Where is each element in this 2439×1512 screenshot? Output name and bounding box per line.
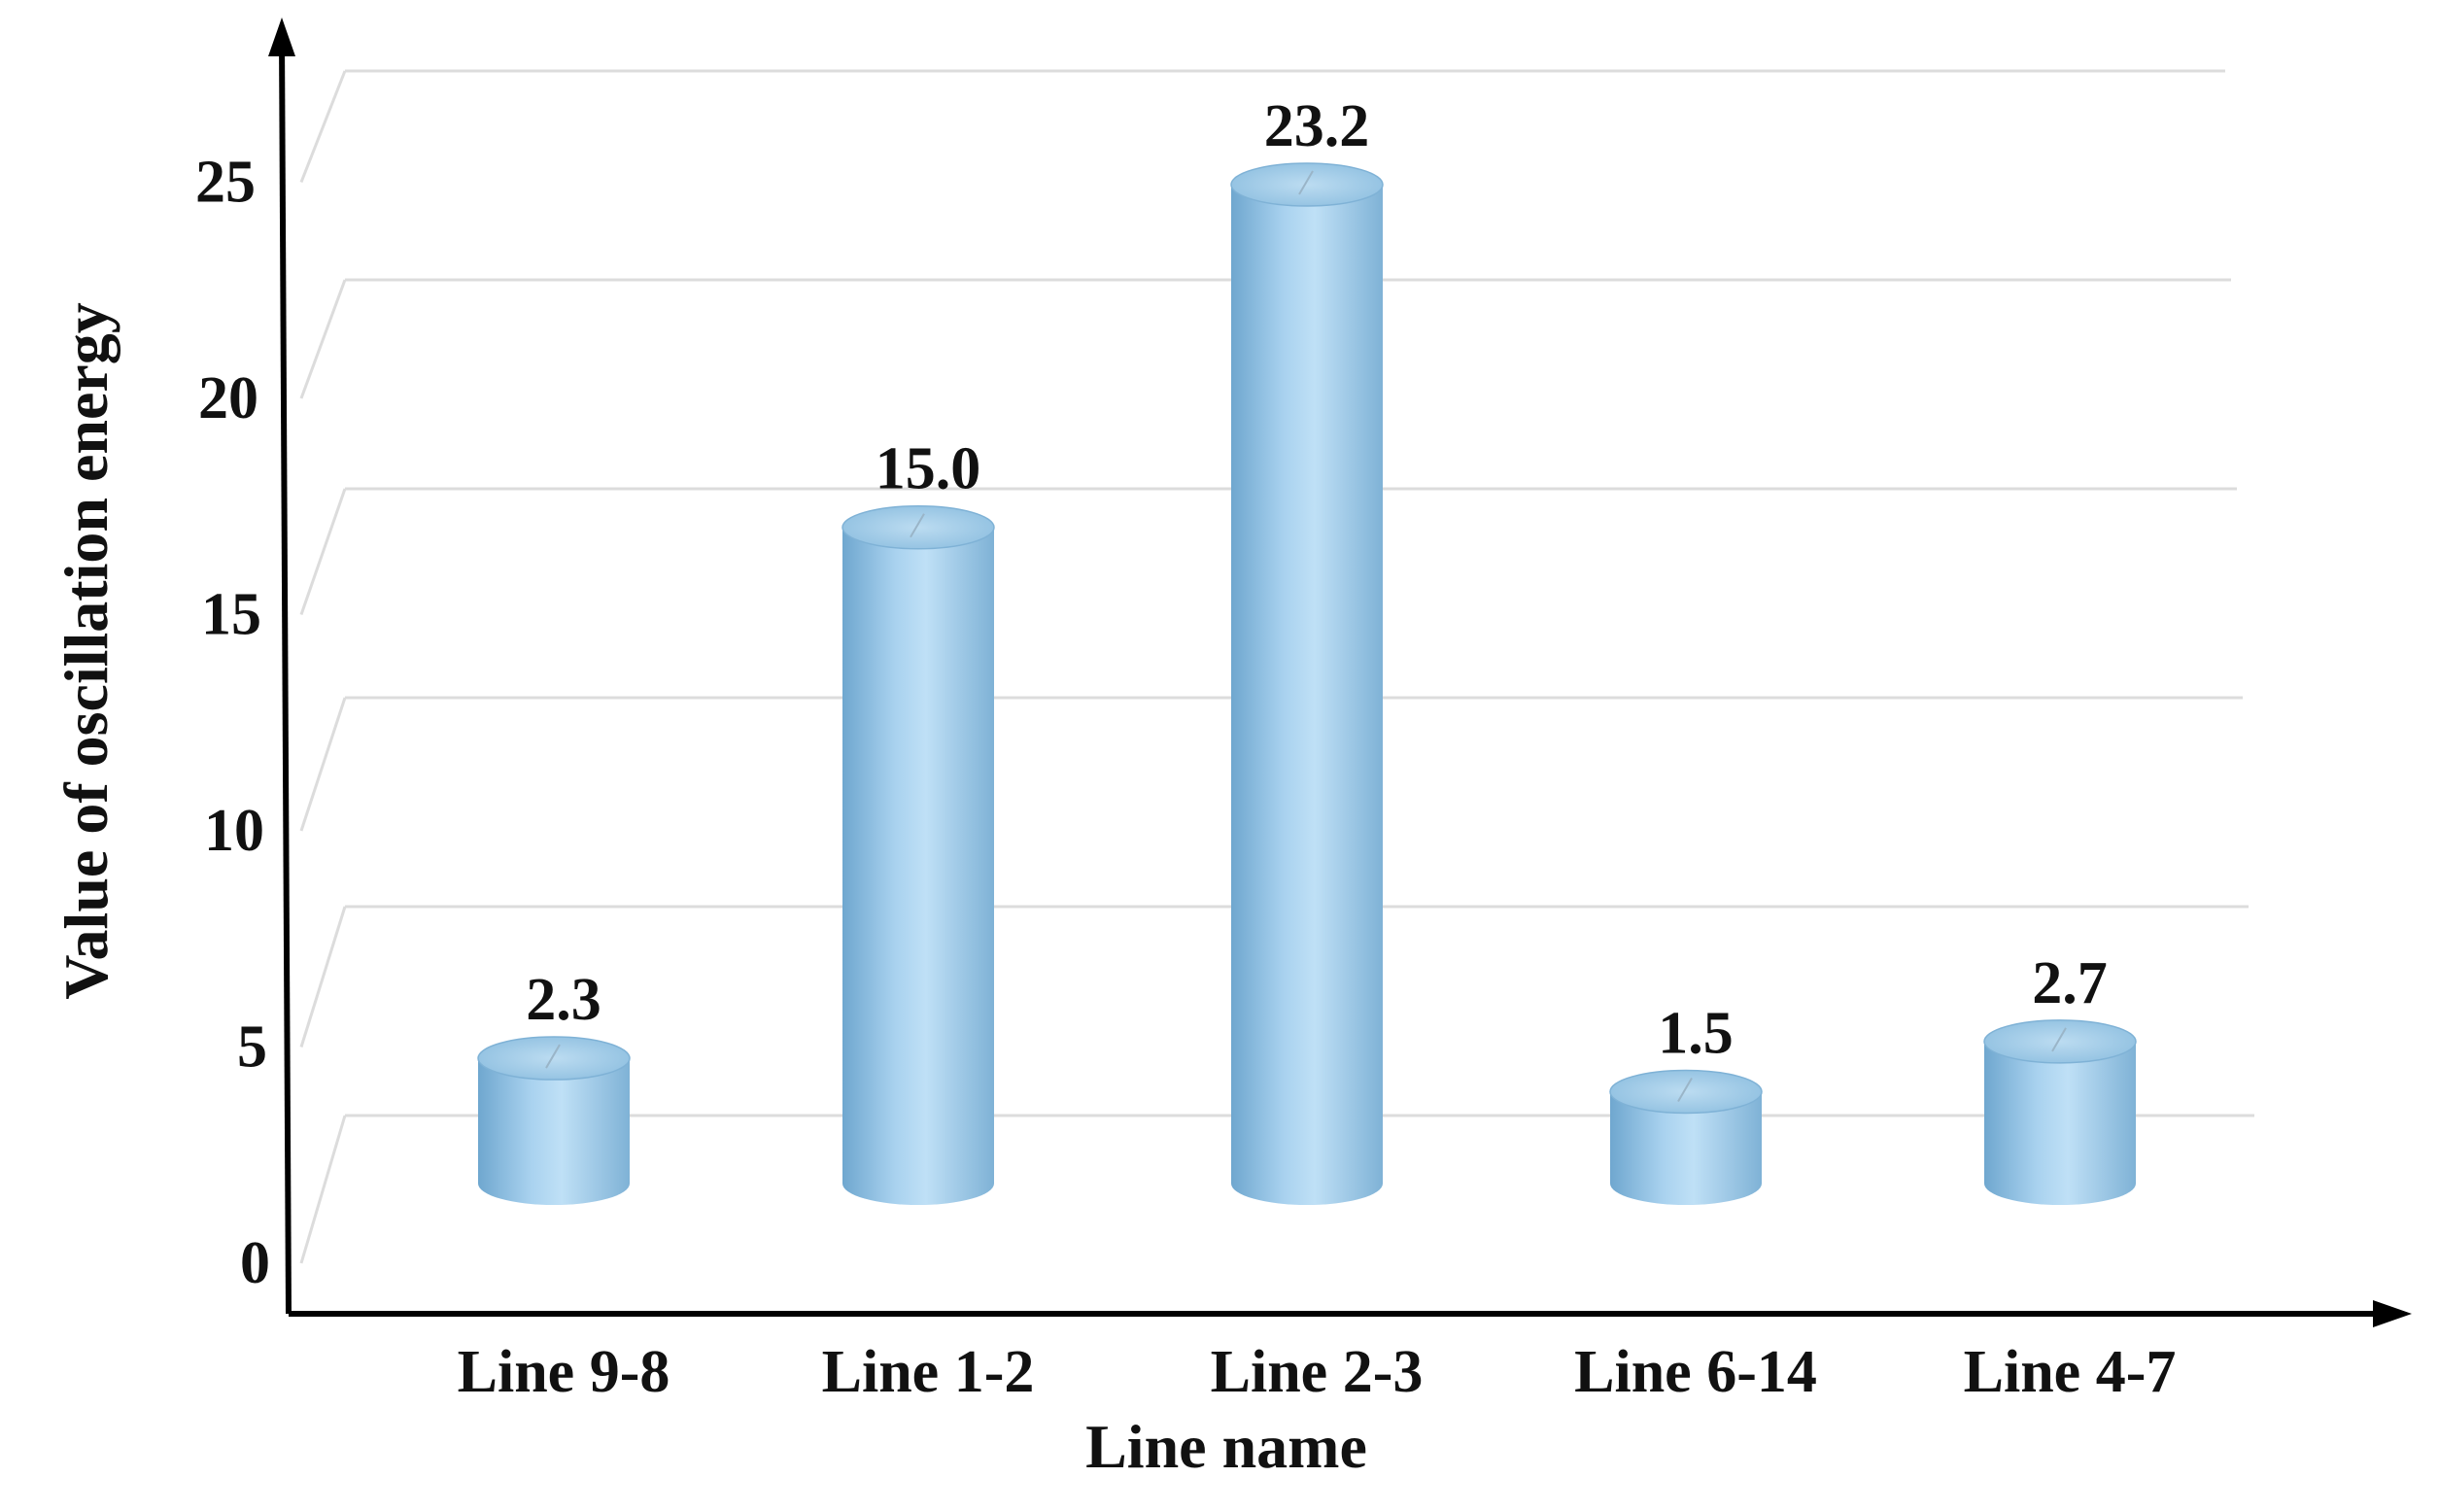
y-tick-label: 5 <box>237 1014 267 1081</box>
data-label: 15.0 <box>876 436 981 502</box>
bar <box>842 504 995 1205</box>
y-axis-arrow <box>268 17 295 56</box>
y-axis-line <box>279 38 292 1315</box>
gridline-connector <box>299 697 347 832</box>
bar-top <box>1983 1019 2137 1064</box>
x-axis-title: Line name <box>1085 1412 1367 1481</box>
gridline-connector <box>299 70 347 184</box>
x-tick-label: Line 1-2 <box>822 1339 1035 1405</box>
bar <box>1983 1019 2137 1205</box>
y-tick-label: 20 <box>198 365 258 431</box>
y-tick-label: 10 <box>204 798 264 864</box>
data-label: 2.7 <box>2032 950 2108 1016</box>
data-label: 2.3 <box>526 967 601 1033</box>
bar-body <box>842 527 994 1205</box>
x-tick-label: Line 6-14 <box>1574 1339 1817 1405</box>
bar-top <box>1609 1069 1763 1115</box>
label-leader <box>1298 170 1314 195</box>
x-tick-label: Line 4-7 <box>1964 1339 2177 1405</box>
gridline-connector <box>299 906 347 1048</box>
gridline-connector <box>299 279 347 399</box>
x-axis-arrow <box>2373 1300 2412 1327</box>
label-leader <box>2051 1027 2067 1052</box>
bar <box>1609 1069 1763 1205</box>
x-tick-label: Line 2-3 <box>1211 1339 1424 1405</box>
bar-top <box>1230 162 1384 207</box>
bar-body <box>1231 185 1383 1205</box>
bar-body <box>1984 1041 2136 1205</box>
gridline-connector <box>299 488 347 615</box>
y-tick-label: 0 <box>240 1230 270 1296</box>
y-axis-title: Value of oscillation energy <box>52 302 120 1000</box>
gridline-connector <box>299 1115 347 1264</box>
label-leader <box>545 1044 561 1069</box>
bar-top <box>842 504 995 550</box>
x-tick-labels: Line 9-8 Line 1-2 Line 2-3 Line 6-14 Line 4-… <box>458 1339 2177 1405</box>
bar <box>1230 162 1384 1205</box>
bar-body <box>1610 1091 1762 1205</box>
bar-body <box>478 1058 630 1205</box>
x-tick-label: Line 9-8 <box>458 1339 670 1405</box>
bar-top <box>477 1036 631 1081</box>
bars <box>477 162 2137 1205</box>
y-tick-label: 25 <box>195 150 256 216</box>
label-leader <box>910 513 925 538</box>
value-labels: 2.3 15.0 23.2 1.5 2.7 <box>526 93 2108 1066</box>
label-leader <box>1677 1077 1693 1102</box>
axes <box>268 17 2412 1327</box>
y-tick-label: 15 <box>201 582 261 648</box>
data-label: 23.2 <box>1264 93 1370 159</box>
y-tick-labels: 0 5 10 15 20 25 <box>195 150 270 1297</box>
data-label: 1.5 <box>1658 1000 1734 1066</box>
bar <box>477 1036 631 1205</box>
